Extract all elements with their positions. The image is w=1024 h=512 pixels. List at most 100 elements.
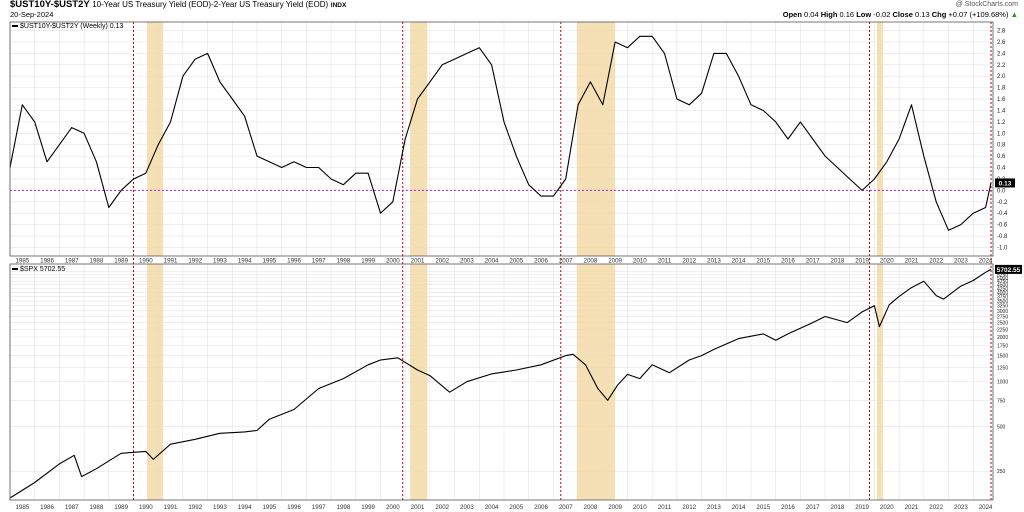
y-tick-label-spread: 0.0 bbox=[997, 188, 1006, 194]
series-yield-spread bbox=[9, 35, 992, 231]
x-tick-label-top: 1989 bbox=[114, 258, 128, 265]
x-tick-label-bottom: 2018 bbox=[831, 504, 845, 511]
y-tick-label-spread: 0.4 bbox=[997, 166, 1006, 172]
x-tick-label-top: 2006 bbox=[534, 258, 548, 265]
x-tick-label-bottom: 1994 bbox=[238, 504, 252, 511]
chg-value: +0.07 (+109.68%) bbox=[948, 10, 1009, 19]
chart-symbol-title: $UST10Y-$UST2Y 10-Year US Treasury Yield… bbox=[10, 0, 346, 11]
x-tick-label-top: 1996 bbox=[287, 258, 301, 265]
low-label: Low bbox=[856, 10, 872, 19]
y-tick-label-spread: -0.4 bbox=[997, 211, 1008, 217]
x-tick-label-top: 2024 bbox=[979, 258, 993, 265]
last-value-label-spx: 5702.55 bbox=[997, 267, 1021, 274]
x-tick-label-bottom: 1995 bbox=[262, 504, 276, 511]
y-tick-label-spx: 1000 bbox=[997, 380, 1008, 386]
y-tick-label-spx: 3500 bbox=[997, 299, 1008, 305]
x-tick-label-bottom: 1993 bbox=[213, 504, 227, 511]
x-tick-label-bottom: 1997 bbox=[312, 504, 326, 511]
x-tick-label-bottom: 2015 bbox=[756, 504, 770, 511]
x-tick-label-top: 2012 bbox=[682, 258, 696, 265]
x-tick-label-bottom: 2024 bbox=[979, 504, 993, 511]
y-tick-label-spread: -0.2 bbox=[997, 200, 1008, 206]
x-tick-label-bottom: 1999 bbox=[361, 504, 375, 511]
x-tick-label-bottom: 1992 bbox=[188, 504, 202, 511]
x-tick-label-bottom: 2014 bbox=[732, 504, 746, 511]
x-tick-label-bottom: 2012 bbox=[682, 504, 696, 511]
x-tick-label-bottom: 1991 bbox=[164, 504, 178, 511]
open-label: Open bbox=[782, 10, 802, 19]
x-tick-label-top: 2020 bbox=[880, 258, 894, 265]
y-tick-label-spx: 3250 bbox=[997, 304, 1008, 310]
x-tick-label-bottom: 2019 bbox=[855, 504, 869, 511]
y-tick-label-spx: 750 bbox=[997, 398, 1006, 404]
y-tick-label-spread: 1.4 bbox=[997, 108, 1006, 114]
x-tick-label-top: 1985 bbox=[15, 258, 29, 265]
close-value: 0.13 bbox=[915, 10, 930, 19]
y-tick-label-spread: -1.0 bbox=[997, 245, 1008, 251]
x-tick-label-bottom: 2001 bbox=[411, 504, 425, 511]
y-tick-label-spread: 0.6 bbox=[997, 154, 1006, 160]
recession-band bbox=[147, 264, 164, 500]
x-tick-label-top: 2003 bbox=[460, 258, 474, 265]
y-tick-label-spread: 2.0 bbox=[997, 74, 1006, 80]
up-arrow-icon: ▲ bbox=[1010, 10, 1018, 19]
x-tick-label-top: 1994 bbox=[238, 258, 252, 265]
x-tick-label-top: 2005 bbox=[509, 258, 523, 265]
exchange: INDX bbox=[330, 2, 347, 9]
x-tick-label-bottom: 1987 bbox=[65, 504, 79, 511]
x-tick-label-bottom: 2004 bbox=[485, 504, 499, 511]
x-tick-label-bottom: 1985 bbox=[15, 504, 29, 511]
x-tick-label-top: 2014 bbox=[732, 258, 746, 265]
x-tick-label-top: 1997 bbox=[312, 258, 326, 265]
y-tick-label-spx: 500 bbox=[997, 424, 1006, 430]
y-tick-label-spread: 2.2 bbox=[997, 63, 1006, 69]
x-tick-label-bottom: 2006 bbox=[534, 504, 548, 511]
x-tick-label-top: 2023 bbox=[954, 258, 968, 265]
x-tick-label-bottom: 1986 bbox=[40, 504, 54, 511]
y-tick-label-spread: 0.8 bbox=[997, 143, 1006, 149]
x-tick-label-bottom: 2021 bbox=[905, 504, 919, 511]
x-tick-label-top: 2022 bbox=[929, 258, 943, 265]
x-tick-label-bottom: 1998 bbox=[337, 504, 351, 511]
x-tick-label-top: 2011 bbox=[658, 258, 672, 265]
low-value: -0.02 bbox=[873, 10, 891, 19]
x-tick-label-bottom: 2020 bbox=[880, 504, 894, 511]
x-tick-label-top: 1991 bbox=[164, 258, 178, 265]
chart-date: 20-Sep-2024 bbox=[10, 10, 54, 19]
open-value: 0.04 bbox=[804, 10, 819, 19]
legend-swatch bbox=[12, 268, 18, 271]
y-tick-label-spx: 1250 bbox=[997, 365, 1008, 371]
x-tick-label-top: 1999 bbox=[361, 258, 375, 265]
x-tick-label-top: 2009 bbox=[608, 258, 622, 265]
x-tick-label-bottom: 2005 bbox=[509, 504, 523, 511]
y-tick-label-spx: 2250 bbox=[997, 327, 1008, 333]
y-tick-label-spx: 4000 bbox=[997, 290, 1008, 296]
y-tick-label-spx: 5000 bbox=[997, 276, 1008, 282]
x-tick-label-top: 1990 bbox=[139, 258, 153, 265]
y-tick-label-spx: 3000 bbox=[997, 309, 1008, 315]
y-tick-label-spread: 1.6 bbox=[997, 97, 1006, 103]
x-tick-label-top: 1988 bbox=[90, 258, 104, 265]
legend-label: $UST10Y-$UST2Y (Weekly) 0.13 bbox=[20, 23, 124, 30]
legend-label: $SPX 5702.55 bbox=[20, 266, 66, 273]
x-tick-label-bottom: 1988 bbox=[90, 504, 104, 511]
x-tick-label-bottom: 2011 bbox=[658, 504, 672, 511]
x-tick-label-top: 1987 bbox=[65, 258, 79, 265]
recession-band bbox=[876, 264, 884, 500]
x-tick-label-top: 2021 bbox=[905, 258, 919, 265]
y-tick-label-spx: 4750 bbox=[997, 279, 1008, 285]
high-value: 0.16 bbox=[839, 10, 855, 19]
x-tick-label-bottom: 2009 bbox=[608, 504, 622, 511]
x-tick-label-bottom: 2008 bbox=[584, 504, 598, 511]
ohlc-readout: Open 0.04 High 0.16 Low -0.02 Close 0.13… bbox=[783, 10, 1018, 20]
brand-watermark: @ StockCharts.com bbox=[955, 1, 1018, 8]
recession-band bbox=[410, 22, 428, 256]
legend-spx: $SPX 5702.55 bbox=[12, 265, 65, 274]
high-label: High bbox=[820, 10, 838, 19]
y-tick-label-spread: -0.6 bbox=[997, 223, 1008, 229]
x-tick-label-top: 2017 bbox=[806, 258, 820, 265]
x-tick-label-bottom: 1990 bbox=[139, 504, 153, 511]
x-tick-label-top: 1995 bbox=[262, 258, 276, 265]
recession-band bbox=[876, 22, 884, 256]
x-tick-label-bottom: 2000 bbox=[386, 504, 400, 511]
